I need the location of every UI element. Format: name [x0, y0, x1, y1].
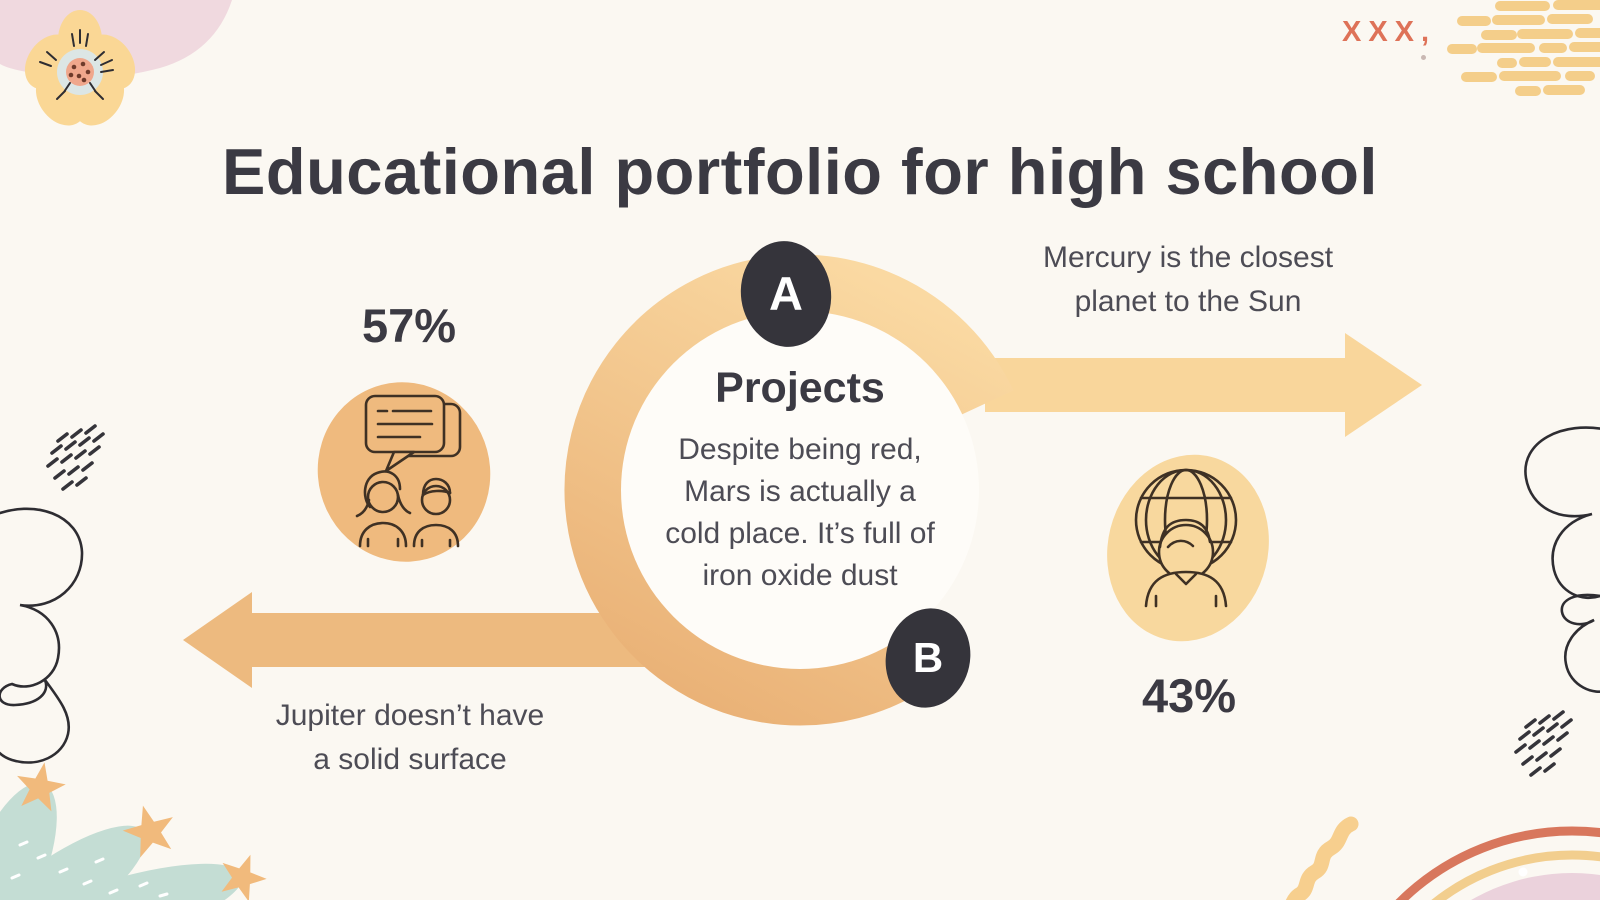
center-body-line: iron oxide dust [702, 559, 898, 592]
slide-title: Educational portfolio for high school [222, 134, 1378, 208]
callout-line: Jupiter doesn’t have [275, 699, 545, 732]
right-arrow [985, 333, 1422, 437]
xxx-decoration-text: XXX, [1342, 16, 1437, 48]
callout-line: planet to the Sun [1074, 285, 1302, 318]
center-body-line: Despite being red, [678, 433, 922, 466]
diagram-inner-circle [621, 311, 979, 669]
left-arrow [183, 592, 645, 688]
callout-line: Mercury is the closest [1042, 241, 1334, 274]
cloud-doodle-left [0, 507, 84, 764]
xxx-dot [1421, 55, 1426, 60]
right-callout-text: Mercury is the closest planet to the Sun [978, 236, 1398, 324]
center-heading: Projects [715, 364, 885, 412]
stat-left-blob [317, 382, 491, 562]
center-body-line: Mars is actually a [684, 475, 916, 508]
diagram-ring [564, 254, 1014, 726]
center-text-block: Projects Despite being red, Mars is actu… [612, 364, 988, 597]
badge-b-blob [885, 608, 971, 708]
left-callout-text: Jupiter doesn’t have a solid surface [205, 694, 615, 782]
flower-icon [24, 10, 136, 126]
rainbow-decoration [1395, 826, 1600, 900]
badge-a-blob [740, 241, 832, 347]
cloud-doodle-right [1524, 426, 1600, 693]
speckle-cluster-right [1514, 710, 1573, 777]
conversation-icon [355, 394, 462, 548]
plant-decoration [0, 762, 267, 900]
badge-b-label: B [912, 634, 944, 681]
stat-left-value: 57% [361, 299, 457, 352]
callout-line: a solid surface [313, 743, 507, 776]
dash-cluster-top-right [1447, 0, 1600, 96]
stat-right-value: 43% [1141, 669, 1237, 722]
squiggle-decoration [1285, 816, 1359, 900]
globe-person-icon [1134, 468, 1238, 608]
speckle-cluster-left [46, 424, 105, 491]
center-body-line: cold place. It’s full of [665, 517, 935, 550]
badge-a-label: A [769, 267, 803, 320]
